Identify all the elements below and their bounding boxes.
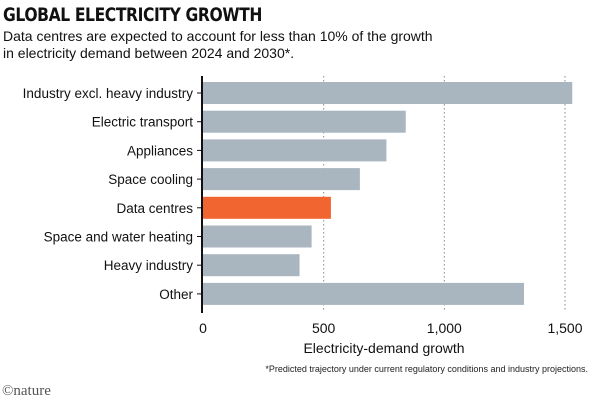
category-label: Electric transport: [92, 115, 194, 130]
bar-space-and-water-heating: [203, 225, 312, 248]
category-label: Appliances: [127, 143, 193, 158]
chart-subtitle: Data centres are expected to account for…: [3, 28, 433, 61]
x-tick-label: 0: [199, 320, 207, 336]
bar-space-cooling: [203, 168, 360, 191]
bar-other: [203, 282, 524, 305]
nature-logo: ©nature: [2, 383, 51, 399]
category-label: Other: [159, 287, 193, 302]
bar-electric-transport: [203, 110, 406, 133]
category-label: Space and water heating: [44, 230, 193, 245]
x-tick-label: 1,000: [427, 320, 462, 336]
bar-data-centres: [203, 196, 331, 219]
category-label: Data centres: [116, 201, 193, 216]
footnote: *Predicted trajectory under current regu…: [265, 364, 588, 374]
x-tick-label: 500: [312, 320, 336, 336]
x-tick-label: 1,500: [547, 320, 582, 336]
category-label: Heavy industry: [104, 258, 194, 273]
bar-industry-excl-heavy-industry: [203, 82, 573, 104]
category-label: Space cooling: [108, 172, 193, 187]
chart-title: GLOBAL ELECTRICITY GROWTH: [3, 4, 262, 26]
bar-heavy-industry: [203, 254, 300, 277]
x-axis-label: Electricity-demand growth: [303, 340, 464, 356]
category-label: Industry excl. heavy industry: [23, 86, 194, 101]
bar-appliances: [203, 139, 387, 162]
